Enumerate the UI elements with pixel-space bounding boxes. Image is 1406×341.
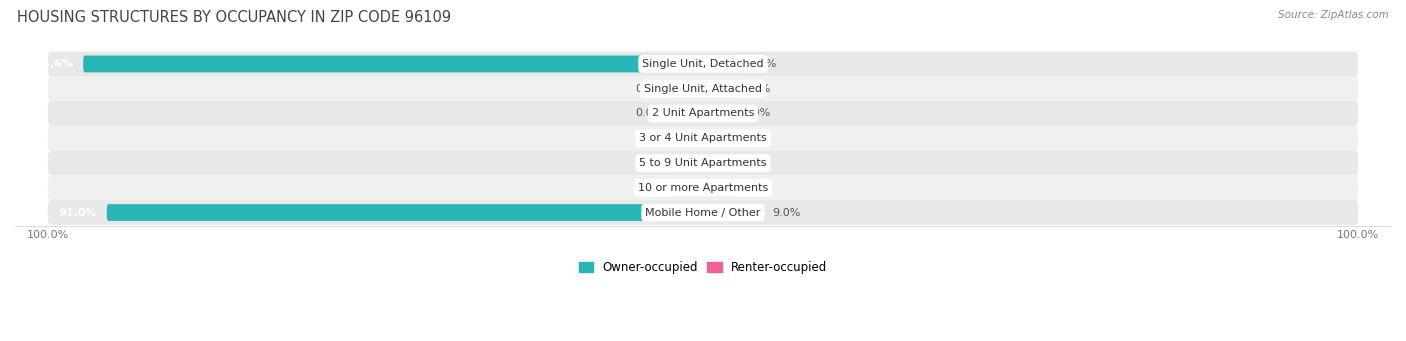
FancyBboxPatch shape: [703, 154, 735, 172]
Text: 0.0%: 0.0%: [636, 183, 664, 193]
FancyBboxPatch shape: [703, 204, 762, 221]
FancyBboxPatch shape: [48, 151, 1358, 175]
FancyBboxPatch shape: [48, 101, 1358, 126]
Text: 94.6%: 94.6%: [34, 59, 73, 69]
FancyBboxPatch shape: [671, 179, 703, 196]
FancyBboxPatch shape: [671, 105, 703, 122]
Text: 9.0%: 9.0%: [772, 208, 800, 218]
Text: HOUSING STRUCTURES BY OCCUPANCY IN ZIP CODE 96109: HOUSING STRUCTURES BY OCCUPANCY IN ZIP C…: [17, 10, 451, 25]
FancyBboxPatch shape: [671, 130, 703, 147]
Text: 0.0%: 0.0%: [636, 108, 664, 118]
Text: 5 to 9 Unit Apartments: 5 to 9 Unit Apartments: [640, 158, 766, 168]
FancyBboxPatch shape: [48, 51, 1358, 76]
Text: 3 or 4 Unit Apartments: 3 or 4 Unit Apartments: [640, 133, 766, 143]
FancyBboxPatch shape: [83, 56, 703, 72]
FancyBboxPatch shape: [703, 56, 738, 72]
FancyBboxPatch shape: [703, 105, 735, 122]
Text: 0.0%: 0.0%: [742, 183, 770, 193]
FancyBboxPatch shape: [703, 179, 735, 196]
FancyBboxPatch shape: [703, 130, 735, 147]
FancyBboxPatch shape: [48, 126, 1358, 151]
Text: 0.0%: 0.0%: [742, 133, 770, 143]
FancyBboxPatch shape: [671, 154, 703, 172]
FancyBboxPatch shape: [107, 204, 703, 221]
Text: 0.0%: 0.0%: [742, 84, 770, 94]
Text: Single Unit, Attached: Single Unit, Attached: [644, 84, 762, 94]
Text: 0.0%: 0.0%: [742, 108, 770, 118]
Text: Mobile Home / Other: Mobile Home / Other: [645, 208, 761, 218]
Text: 2 Unit Apartments: 2 Unit Apartments: [652, 108, 754, 118]
FancyBboxPatch shape: [48, 200, 1358, 225]
Text: 0.0%: 0.0%: [636, 158, 664, 168]
Legend: Owner-occupied, Renter-occupied: Owner-occupied, Renter-occupied: [574, 256, 832, 279]
FancyBboxPatch shape: [48, 76, 1358, 101]
Text: 10 or more Apartments: 10 or more Apartments: [638, 183, 768, 193]
Text: 0.0%: 0.0%: [636, 84, 664, 94]
FancyBboxPatch shape: [703, 80, 735, 97]
Text: 5.4%: 5.4%: [748, 59, 776, 69]
FancyBboxPatch shape: [671, 80, 703, 97]
Text: 0.0%: 0.0%: [742, 158, 770, 168]
Text: Source: ZipAtlas.com: Source: ZipAtlas.com: [1278, 10, 1389, 20]
FancyBboxPatch shape: [48, 175, 1358, 200]
Text: 0.0%: 0.0%: [636, 133, 664, 143]
Text: 91.0%: 91.0%: [58, 208, 97, 218]
Text: Single Unit, Detached: Single Unit, Detached: [643, 59, 763, 69]
